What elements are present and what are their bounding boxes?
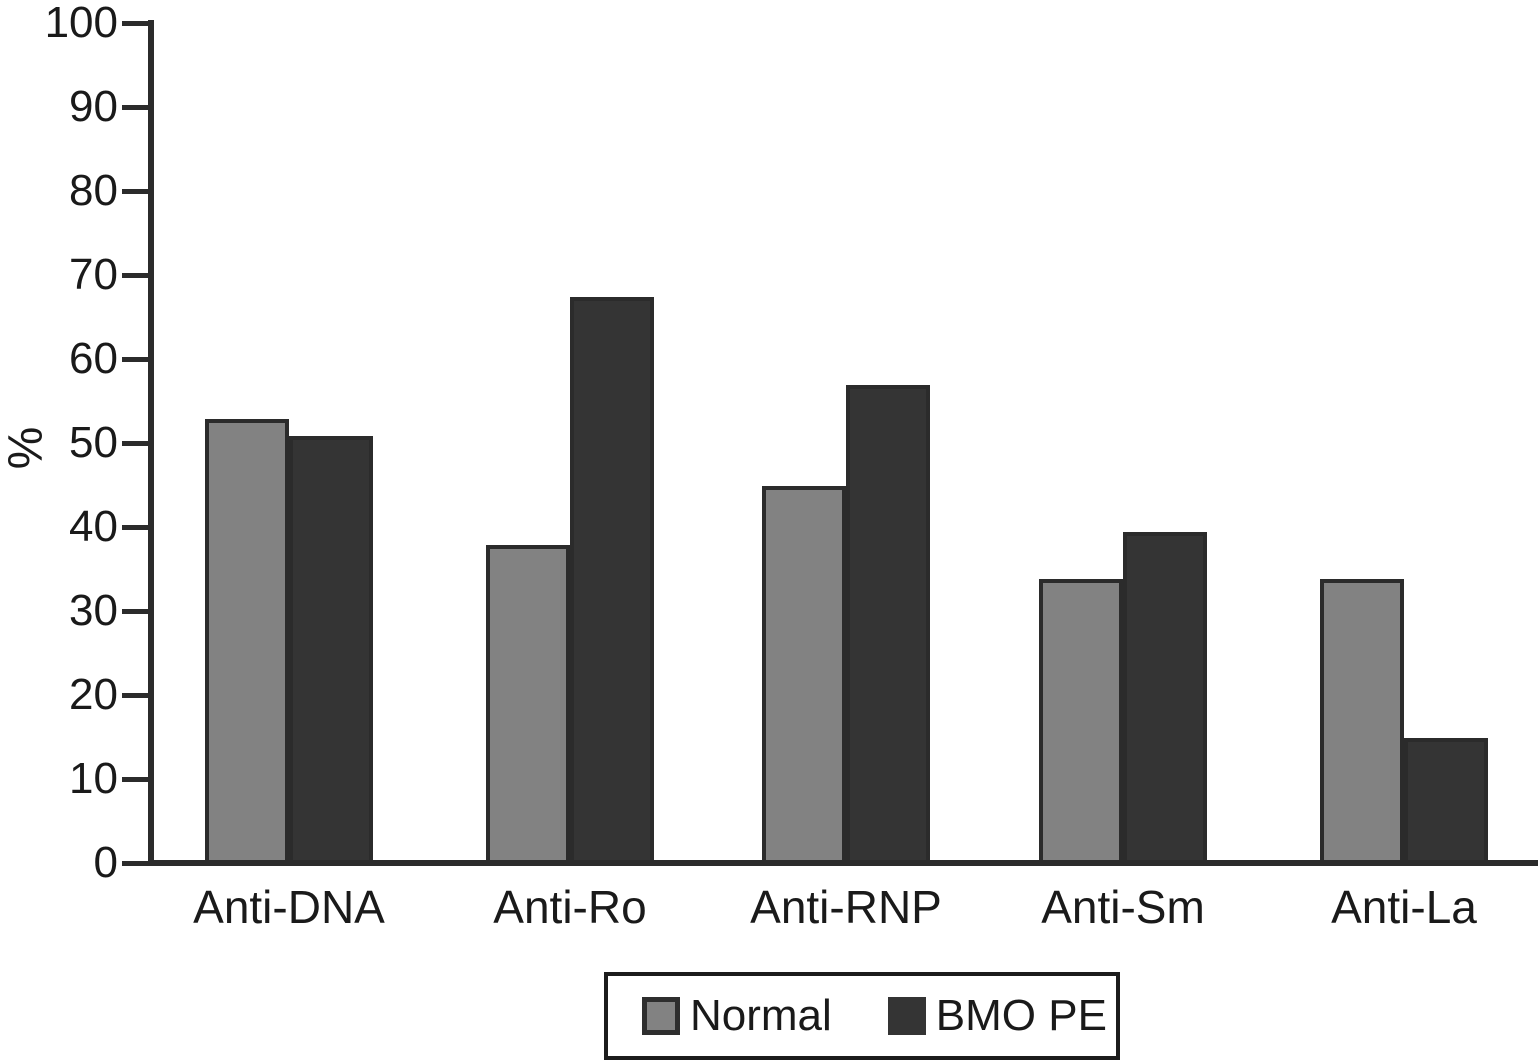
bar-bmo-pe-anti-sm [1123, 532, 1207, 860]
bar-normal-anti-la [1320, 579, 1404, 860]
y-tick-100 [122, 21, 148, 26]
y-tick-label-90: 90 [69, 82, 118, 131]
y-axis [148, 20, 154, 866]
y-tick-label-0: 0 [93, 838, 118, 887]
bar-normal-anti-sm [1039, 579, 1123, 860]
y-tick-20 [122, 693, 148, 698]
bar-bmo-pe-anti-ro [570, 297, 654, 860]
y-tick-label-10: 10 [69, 754, 118, 803]
y-tick-70 [122, 273, 148, 278]
bar-bmo-pe-anti-rnp [846, 385, 930, 860]
x-tick-label-anti-sm: Anti-Sm [1041, 881, 1205, 933]
bar-normal-anti-rnp [762, 486, 846, 860]
y-tick-label-30: 30 [69, 586, 118, 635]
bar-bmo-pe-anti-la [1404, 738, 1488, 860]
y-tick-60 [122, 357, 148, 362]
bar-bmo-pe-anti-dna [289, 436, 373, 860]
y-tick-label-70: 70 [69, 250, 118, 299]
y-tick-label-100: 100 [44, 0, 118, 47]
y-tick-label-80: 80 [69, 166, 118, 215]
legend-label-bmo-pe: BMO PE [935, 991, 1107, 1040]
legend-label-normal: Normal [690, 991, 832, 1040]
y-tick-label-40: 40 [69, 502, 118, 551]
y-tick-label-20: 20 [69, 670, 118, 719]
legend-swatch-bmo-pe [887, 997, 926, 1035]
y-tick-80 [122, 189, 148, 194]
bar-normal-anti-dna [205, 419, 289, 860]
y-tick-0 [122, 861, 148, 866]
x-tick-label-anti-ro: Anti-Ro [493, 881, 647, 933]
y-tick-40 [122, 525, 148, 530]
x-tick-label-anti-dna: Anti-DNA [193, 881, 385, 933]
y-tick-30 [122, 609, 148, 614]
y-tick-label-50: 50 [69, 418, 118, 467]
legend-swatch-normal [642, 997, 680, 1035]
y-tick-10 [122, 777, 148, 782]
bar-normal-anti-ro [486, 545, 570, 860]
y-tick-label-60: 60 [69, 334, 118, 383]
x-tick-label-anti-la: Anti-La [1331, 881, 1477, 933]
y-tick-90 [122, 105, 148, 110]
y-axis-label: % [0, 426, 53, 470]
legend: Normal BMO PE [604, 972, 1120, 1060]
y-tick-50 [122, 441, 148, 446]
x-axis [148, 860, 1538, 866]
x-tick-label-anti-rnp: Anti-RNP [750, 881, 942, 933]
